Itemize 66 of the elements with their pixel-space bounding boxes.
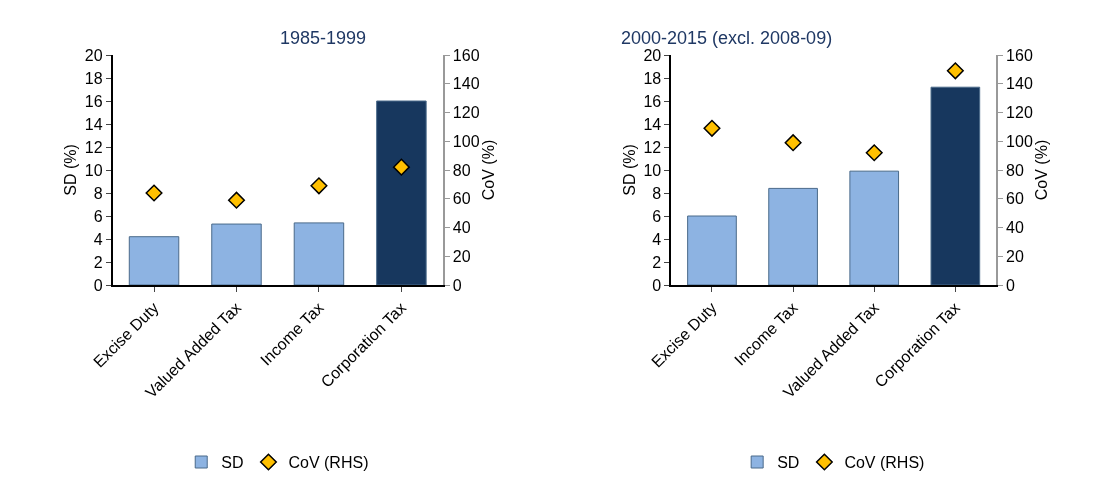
y-tick-label: 14 — [643, 115, 662, 133]
y-tick-label: 18 — [643, 69, 662, 87]
point — [145, 184, 163, 202]
y-tick-label: 10 — [84, 161, 103, 179]
y-tick-label: 8 — [93, 184, 103, 202]
y-tick-label: 4 — [652, 230, 662, 248]
y-tick-label: 16 — [84, 92, 103, 110]
y-tick-label: 2 — [652, 253, 662, 271]
y2-tick-label: 80 — [452, 161, 471, 179]
y-tick-label: 14 — [84, 115, 103, 133]
y2-tick-label: 120 — [452, 104, 480, 122]
y2-tick-label: 160 — [1006, 46, 1033, 64]
point — [392, 158, 410, 176]
bar — [293, 222, 345, 285]
point — [310, 177, 328, 195]
bar — [128, 236, 180, 285]
y-tick-label: 2 — [93, 253, 103, 271]
bar — [376, 100, 427, 285]
y-tick-label: 18 — [84, 69, 103, 87]
y-tick-label: 10 — [643, 161, 662, 179]
y-tick-label: 16 — [643, 92, 662, 110]
y-tick-label: 0 — [652, 276, 662, 294]
y2-tick-label: 40 — [1006, 219, 1025, 237]
y2-axis-title: CoV (%) — [479, 139, 497, 201]
y-axis-title: SD (%) — [62, 144, 80, 196]
y2-axis-title: CoV (%) — [1033, 139, 1051, 201]
y2-tick-label: 60 — [1006, 190, 1025, 208]
y2-tick-label: 140 — [1006, 75, 1033, 93]
chart-title: 2000-2015 (excl. 2008-09) — [621, 28, 833, 48]
y2-tick-label: 60 — [452, 190, 471, 208]
bar — [687, 215, 737, 285]
y-tick-label: 20 — [643, 46, 662, 64]
bar — [849, 170, 900, 285]
point — [784, 134, 802, 152]
y2-tick-label: 40 — [452, 219, 471, 237]
chart-title: 1985-1999 — [280, 28, 367, 48]
y2-tick-label: 140 — [452, 75, 480, 93]
legend-label: SD — [221, 454, 244, 472]
y-tick-label: 4 — [93, 230, 103, 248]
bar — [211, 223, 262, 285]
point — [227, 191, 246, 209]
legend-label: SD — [777, 454, 800, 472]
bar — [930, 86, 981, 285]
y2-tick-label: 120 — [1006, 104, 1033, 122]
y2-tick-label: 20 — [1006, 247, 1025, 265]
y-tick-label: 6 — [652, 207, 662, 225]
legend-label: CoV (RHS) — [844, 454, 925, 472]
y2-tick-label: 100 — [1006, 132, 1033, 150]
y2-tick-label: 160 — [452, 46, 480, 64]
y-tick-label: 0 — [93, 276, 103, 294]
y2-tick-label: 80 — [1006, 161, 1025, 179]
point — [703, 119, 721, 137]
y-tick-label: 6 — [93, 207, 103, 225]
legend-label: CoV (RHS) — [288, 454, 369, 472]
point — [865, 144, 883, 162]
bar — [768, 187, 818, 285]
y2-tick-label: 0 — [452, 276, 462, 294]
y2-tick-label: 20 — [452, 247, 471, 265]
y-tick-label: 12 — [643, 138, 662, 156]
point — [946, 62, 964, 80]
y-axis-title: SD (%) — [620, 144, 638, 196]
y-tick-label: 20 — [84, 46, 103, 64]
y2-tick-label: 100 — [452, 132, 480, 150]
y2-tick-label: 0 — [1006, 276, 1016, 294]
y-tick-label: 8 — [652, 184, 662, 202]
y-tick-label: 12 — [84, 138, 103, 156]
